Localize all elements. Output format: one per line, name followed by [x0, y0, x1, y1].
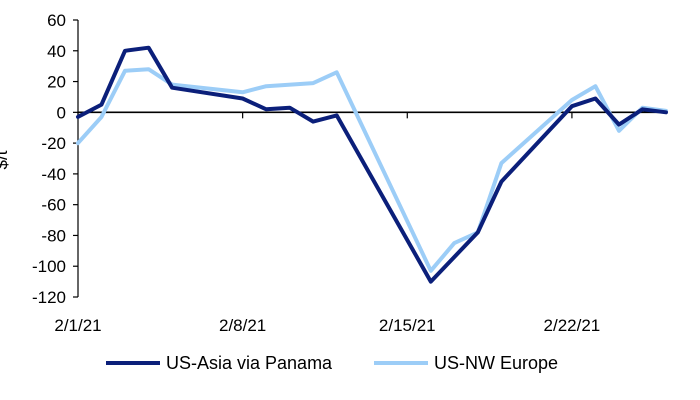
legend-label: US-NW Europe [434, 353, 558, 373]
x-tick-label: 2/8/21 [219, 316, 266, 335]
series-line-us-nw-europe [76, 67, 668, 273]
x-tick-label: 2/1/21 [54, 316, 101, 335]
y-tick-label: -40 [41, 165, 66, 184]
y-tick-label: -80 [41, 226, 66, 245]
series-line-us-asia-via-panama [76, 45, 668, 284]
series-lines [76, 45, 668, 284]
y-tick-label: 40 [47, 42, 66, 61]
y-tick-label: -20 [41, 134, 66, 153]
axes: $/t [0, 20, 666, 297]
y-tick-label: 20 [47, 73, 66, 92]
legend-label: US-Asia via Panama [166, 353, 333, 373]
x-tick-label: 2/22/21 [544, 316, 601, 335]
x-axis-ticks: 2/1/21 2/8/21 2/15/21 2/22/21 [54, 112, 600, 335]
y-axis-ticks: -120 -100 -80 -60 -40 -20 0 20 40 60 [32, 11, 78, 307]
y-tick-label: -120 [32, 288, 66, 307]
x-tick-label: 2/15/21 [379, 316, 436, 335]
y-tick-label: 60 [47, 11, 66, 30]
y-tick-label: -100 [32, 257, 66, 276]
legend: US-Asia via Panama US-NW Europe [106, 353, 558, 373]
y-tick-label: 0 [57, 103, 66, 122]
y-tick-label: -60 [41, 196, 66, 215]
y-axis-label: $/t [0, 150, 11, 169]
